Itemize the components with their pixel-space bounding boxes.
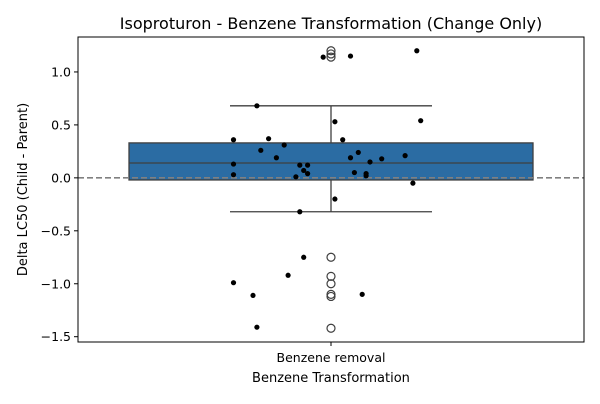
data-point: [363, 173, 369, 179]
data-point: [301, 254, 307, 260]
y-tick-label: −1.5: [41, 329, 71, 344]
data-point: [340, 137, 346, 143]
outlier-marker: [326, 46, 336, 56]
outlier-marker: [326, 252, 336, 262]
data-point: [359, 291, 365, 297]
data-point: [273, 155, 279, 161]
y-tick-label: 1.0: [51, 64, 71, 79]
iqr-box: [128, 142, 534, 181]
data-point: [301, 167, 307, 174]
x-tick-label: Benzene removal: [277, 350, 386, 365]
data-point: [285, 272, 291, 278]
data-point: [347, 53, 354, 59]
y-tick-label: −1.0: [41, 276, 71, 291]
data-point: [297, 209, 303, 215]
data-point: [320, 54, 326, 60]
data-point: [293, 174, 299, 180]
data-point: [266, 136, 272, 142]
data-point: [379, 156, 385, 162]
outlier-marker: [326, 291, 336, 302]
data-point: [414, 48, 420, 54]
data-point: [297, 162, 303, 168]
outlier-marker: [326, 52, 336, 62]
data-point: [410, 180, 416, 186]
data-point: [258, 147, 264, 153]
data-point: [305, 171, 311, 177]
chart-title: Isoproturon - Benzene Transformation (Ch…: [120, 14, 542, 33]
outlier-marker: [326, 279, 336, 289]
plot-frame: [77, 36, 585, 343]
data-point: [254, 103, 260, 109]
y-tick-label: 0.0: [51, 170, 71, 185]
data-point: [347, 155, 354, 161]
data-point: [332, 196, 338, 202]
y-axis-label: Delta LC50 (Child - Parent): [16, 103, 31, 276]
data-point: [418, 118, 424, 124]
data-point: [230, 137, 237, 143]
y-tick-label: −0.5: [41, 223, 71, 238]
data-point: [230, 161, 237, 167]
data-point: [355, 149, 361, 156]
data-point: [230, 280, 237, 286]
data-point: [402, 153, 408, 159]
x-axis-label: Benzene Transformation: [252, 371, 410, 386]
outlier-marker: [326, 271, 336, 281]
data-point: [281, 142, 287, 148]
data-point: [351, 169, 357, 176]
data-point: [367, 159, 373, 165]
outlier-marker: [326, 49, 336, 59]
data-point: [230, 172, 237, 178]
data-point: [254, 324, 260, 330]
data-point: [305, 162, 311, 168]
y-tick-label: 0.5: [51, 117, 71, 132]
outlier-marker: [326, 323, 336, 333]
data-point: [250, 292, 256, 299]
data-point: [332, 119, 338, 125]
